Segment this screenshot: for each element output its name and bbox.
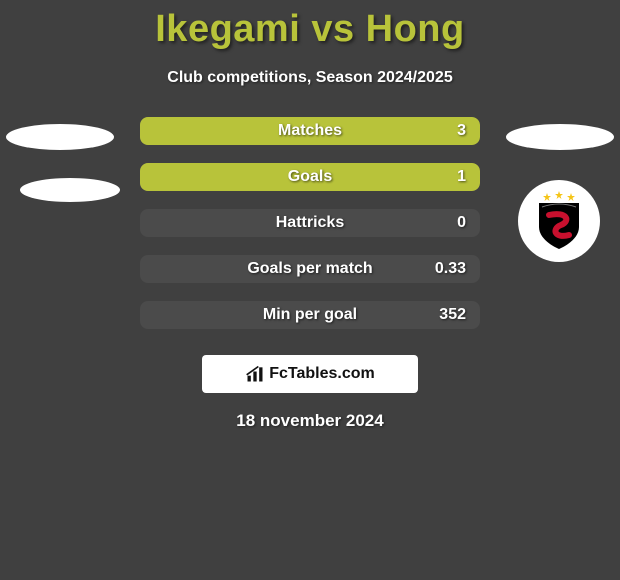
stat-row: Goals1	[140, 163, 480, 191]
stat-label: Goals	[140, 168, 480, 186]
date-text: 18 november 2024	[0, 411, 620, 431]
stat-row: Hattricks0	[140, 209, 480, 237]
player-left-ellipse-2	[20, 178, 120, 202]
player-right-ellipse-1	[506, 124, 614, 150]
club-badge-right	[518, 180, 600, 262]
stat-value-right: 352	[439, 306, 466, 324]
stat-value-right: 1	[457, 168, 466, 186]
stat-label: Matches	[140, 122, 480, 140]
page-title: Ikegami vs Hong	[0, 0, 620, 51]
subtitle: Club competitions, Season 2024/2025	[0, 69, 620, 87]
stat-value-right: 0	[457, 214, 466, 232]
stat-label: Min per goal	[140, 306, 480, 324]
stat-label: Hattricks	[140, 214, 480, 232]
stat-row: Goals per match0.33	[140, 255, 480, 283]
bar-chart-icon	[245, 364, 265, 384]
club-shield-icon	[527, 189, 591, 253]
fctables-brand-box[interactable]: FcTables.com	[202, 355, 418, 393]
stat-row: Matches3	[140, 117, 480, 145]
stat-row: Min per goal352	[140, 301, 480, 329]
fctables-label: FcTables.com	[269, 365, 375, 383]
stats-container: Matches3Goals1Hattricks0Goals per match0…	[140, 117, 480, 329]
stat-value-right: 0.33	[435, 260, 466, 278]
stat-value-right: 3	[457, 122, 466, 140]
stat-label: Goals per match	[140, 260, 480, 278]
player-left-ellipse-1	[6, 124, 114, 150]
